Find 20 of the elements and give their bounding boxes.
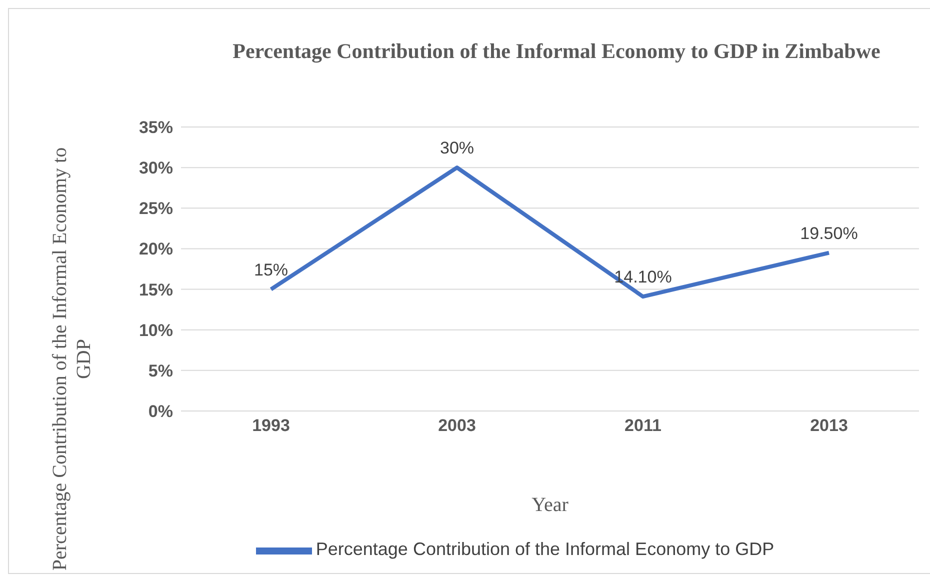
- y-tick-label: 15%: [138, 280, 173, 300]
- data-label: 14.10%: [614, 268, 672, 287]
- y-tick-label: 5%: [148, 361, 173, 380]
- y-tick-label: 20%: [138, 240, 173, 259]
- x-tick-label: 2013: [810, 416, 848, 436]
- y-tick-label: 25%: [138, 199, 173, 218]
- legend-label: Percentage Contribution of the Informal Economy to GDP: [316, 538, 774, 559]
- chart-title: Percentage Contribution of the Informal Economy to GDP in Zimbabwe: [232, 38, 882, 65]
- x-tick-label: 1993: [252, 416, 290, 436]
- x-tick-label: 2011: [624, 416, 662, 436]
- data-label: 30%: [440, 138, 474, 158]
- y-tick-label: 0%: [148, 402, 173, 422]
- x-tick-label: 2003: [438, 416, 476, 436]
- data-label: 15%: [254, 260, 288, 280]
- x-axis-title: Year: [532, 494, 569, 516]
- y-tick-label: 10%: [138, 320, 173, 340]
- y-tick-label: 30%: [138, 158, 173, 178]
- y-axis-title: Percentage Contribution of the Informal Economy to GDP: [48, 146, 96, 573]
- data-label: 19.50%: [800, 224, 858, 243]
- y-tick-label: 35%: [138, 118, 173, 138]
